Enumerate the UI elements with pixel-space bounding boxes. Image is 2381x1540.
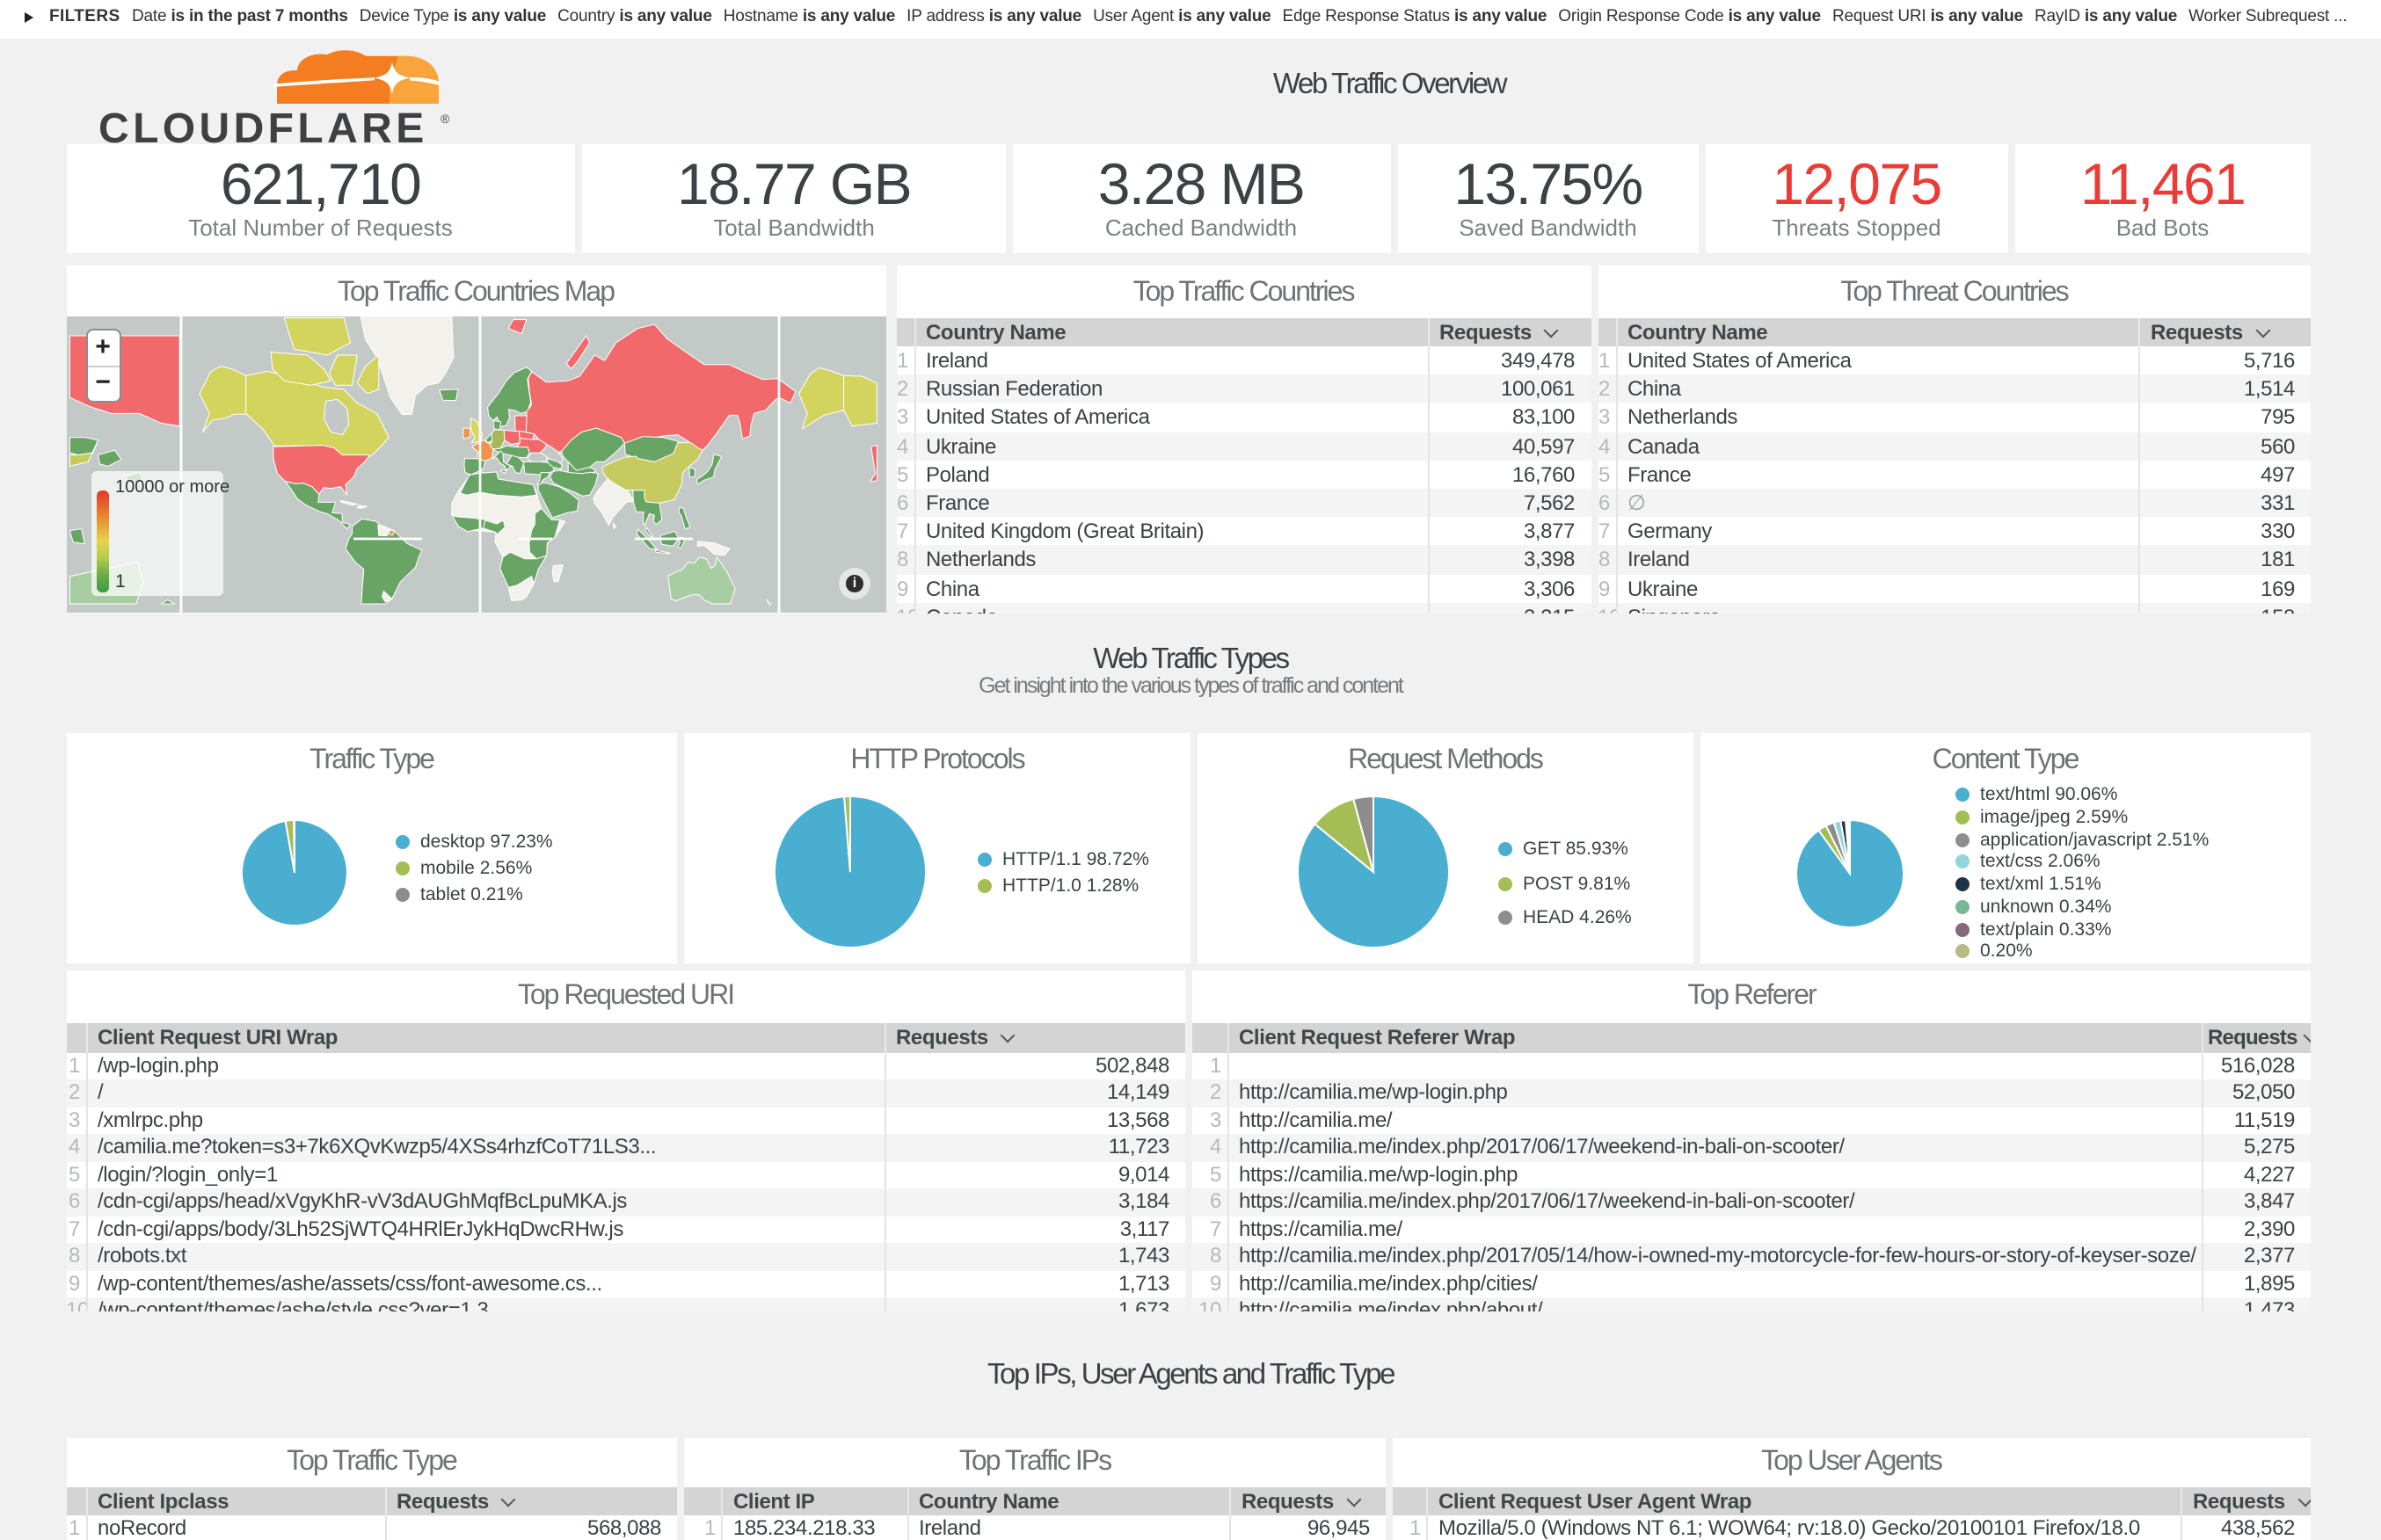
svg-text:CLOUDFLARE: CLOUDFLARE bbox=[100, 105, 428, 148]
svg-text:®: ® bbox=[441, 112, 450, 126]
